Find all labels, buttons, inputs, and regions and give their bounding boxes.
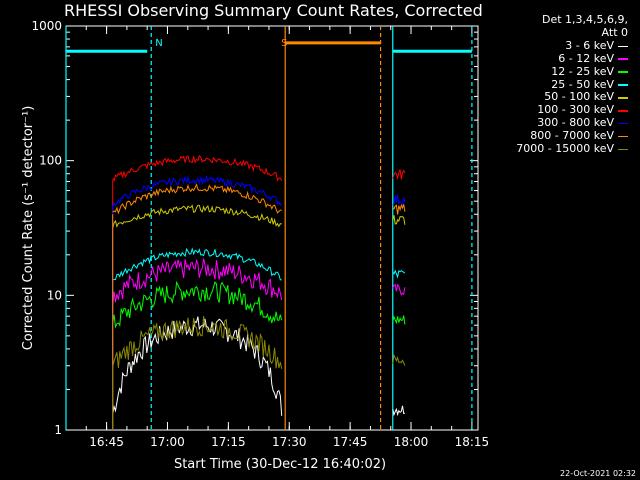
y-tick-label: 1000	[31, 19, 62, 33]
legend-label: 300 - 800 keV	[537, 116, 614, 130]
legend-header-line-1: Det 1,3,4,5,6,9,	[541, 13, 628, 26]
annotation-label: N	[155, 38, 162, 49]
series-line-segment	[392, 215, 406, 225]
y-axis-label: Corrected Count Rate (s⁻¹ detector⁻¹)	[21, 106, 36, 351]
legend-label: 800 - 7000 keV	[530, 129, 614, 143]
series-line-segment	[392, 283, 406, 296]
y-tick-label: 1	[54, 423, 62, 437]
legend-swatch	[618, 110, 628, 112]
legend-label: 3 - 6 keV	[565, 38, 614, 52]
series-line-segment	[392, 194, 406, 207]
series-line-segment	[392, 405, 406, 417]
y-tick-label: 10	[47, 288, 62, 302]
legend-label: 6 - 12 keV	[558, 51, 614, 65]
legend-swatch	[618, 97, 628, 99]
series-line	[112, 204, 282, 229]
series-line-segment	[392, 353, 406, 366]
legend-label: 12 - 25 keV	[551, 64, 614, 78]
series-line	[112, 258, 283, 307]
series-line-segment	[392, 315, 406, 325]
series-line-segment	[392, 169, 406, 181]
legend-entry: 12 - 25 keV	[478, 64, 628, 79]
legend-swatch	[618, 84, 628, 86]
legend-swatch	[618, 45, 628, 48]
series-line	[112, 247, 282, 281]
legend-label: 25 - 50 keV	[551, 77, 614, 91]
legend-entry: 3 - 6 keV	[478, 38, 628, 53]
series-line	[112, 316, 283, 416]
legend-swatch	[618, 58, 628, 60]
series-line	[112, 155, 283, 182]
legend-swatch	[618, 71, 628, 73]
legend-entry: 6 - 12 keV	[478, 51, 628, 66]
x-tick-label: 17:45	[333, 435, 368, 449]
y-tick-label: 100	[39, 154, 62, 168]
legend-header-line-2: Att 0	[601, 25, 628, 39]
x-tick-label: 17:00	[150, 435, 185, 449]
series-line-segment	[392, 269, 406, 279]
annotation-label: S	[281, 38, 287, 49]
legend-swatch	[618, 135, 628, 138]
legend-entry: 100 - 300 keV	[478, 103, 628, 117]
legend-entry: 7000 - 15000 keV	[478, 142, 628, 156]
chart-title: RHESSI Observing Summary Count Rates, Co…	[64, 1, 483, 20]
timestamp: 22-Oct-2021 02:32	[560, 469, 636, 478]
x-tick-label: 17:15	[211, 435, 246, 449]
x-axis-label: Start Time (30-Dec-12 16:40:02)	[174, 457, 386, 472]
x-tick-label: 18:15	[455, 435, 490, 449]
legend-swatch	[618, 148, 628, 151]
series-line-segment	[392, 203, 406, 215]
legend-entry: 300 - 800 keV	[478, 116, 628, 130]
x-tick-label: 18:00	[394, 435, 429, 449]
series-line	[112, 316, 283, 369]
legend-label: 100 - 300 keV	[537, 103, 614, 117]
series-line	[112, 175, 283, 209]
legend-label: 7000 - 15000 keV	[516, 142, 614, 156]
legend-entry: 25 - 50 keV	[478, 77, 628, 92]
legend-entry: 800 - 7000 keV	[478, 129, 628, 143]
legend-entry: 50 - 100 keV	[478, 91, 628, 104]
series-line	[112, 183, 282, 215]
x-tick-label: 16:45	[89, 435, 124, 449]
legend: Det 1,3,4,5,6,9, Att 0 3 - 6 keV 6 - 12 k…	[478, 13, 628, 156]
series-line	[112, 280, 283, 329]
legend-label: 50 - 100 keV	[544, 90, 614, 104]
legend-swatch	[618, 122, 628, 125]
x-tick-label: 17:30	[272, 435, 307, 449]
